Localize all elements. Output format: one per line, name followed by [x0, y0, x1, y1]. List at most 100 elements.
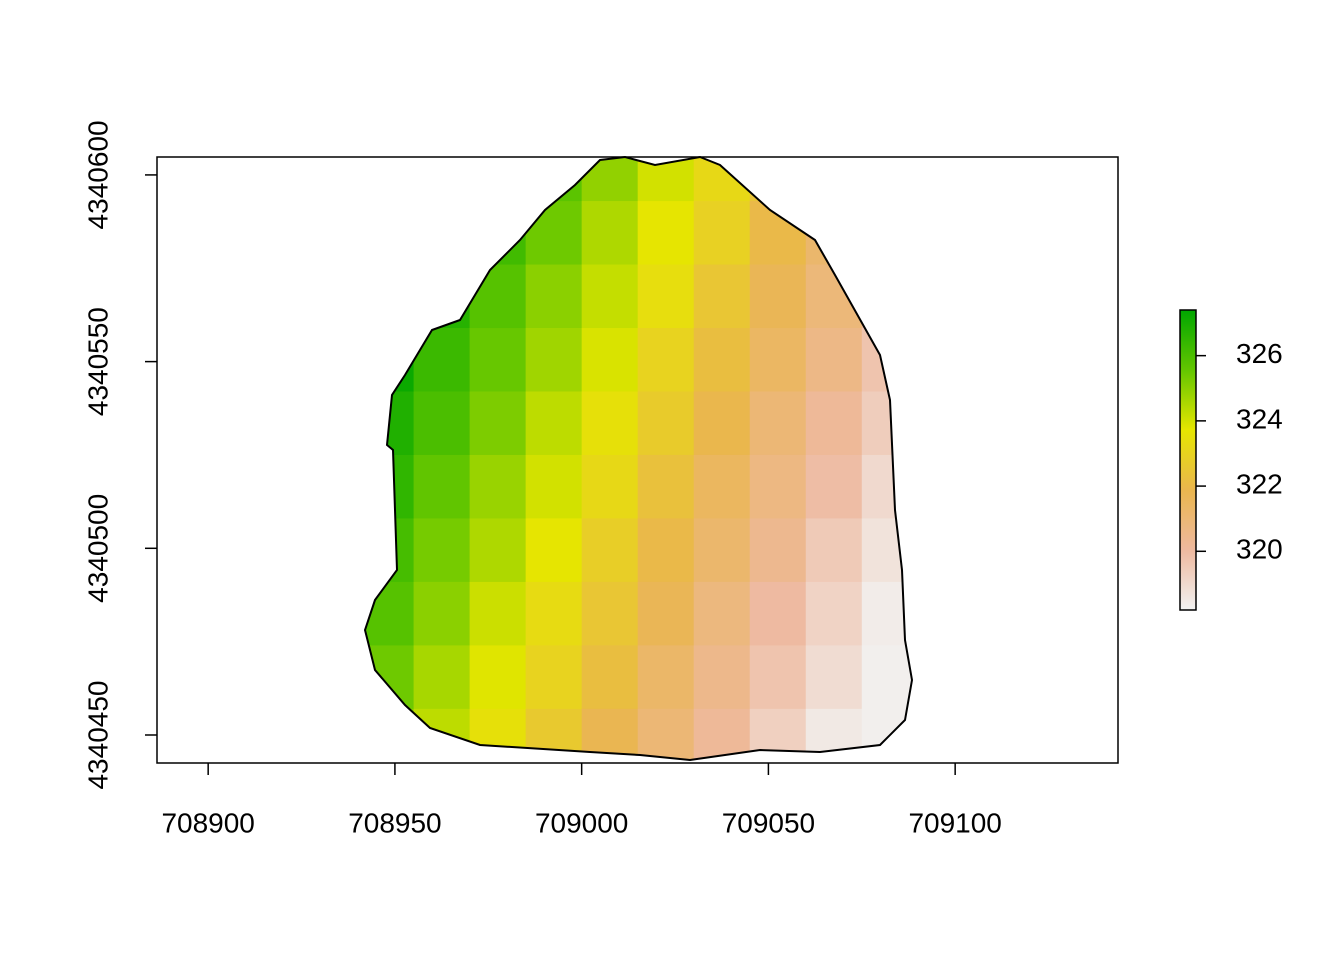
raster-cell	[861, 264, 912, 329]
raster-cell	[469, 264, 527, 329]
raster-cell	[413, 581, 471, 646]
raster-cell	[413, 328, 471, 393]
raster-cell	[749, 645, 807, 710]
raster-cell	[749, 391, 807, 456]
raster-cell	[749, 518, 807, 583]
raster-cell	[469, 328, 527, 393]
raster-cell	[693, 708, 751, 760]
raster-cell	[413, 201, 471, 266]
raster-cell	[469, 454, 527, 520]
raster-cell	[581, 645, 639, 710]
raster-cell	[469, 157, 527, 202]
raster-cell	[413, 645, 471, 710]
raster-cell	[365, 157, 415, 202]
raster-cell	[365, 645, 415, 710]
colorbar-scale	[1179, 309, 1197, 611]
raster-cell	[637, 518, 695, 583]
raster-cell	[693, 264, 751, 329]
raster-cell	[805, 581, 863, 646]
plot-frame	[156, 156, 1119, 764]
raster-cell	[525, 201, 583, 266]
raster-cell	[525, 645, 583, 710]
raster-cell	[693, 201, 751, 266]
raster-cell	[861, 454, 912, 520]
y-tick-label: 4340600	[82, 120, 113, 229]
raster-cell	[637, 264, 695, 329]
raster-cell	[693, 454, 751, 520]
raster-cell	[693, 518, 751, 583]
raster-cell	[581, 201, 639, 266]
raster-cell	[637, 581, 695, 646]
x-tick-label: 709000	[535, 807, 628, 838]
raster-cell	[749, 328, 807, 393]
raster-cell	[525, 328, 583, 393]
raster-cell	[525, 391, 583, 456]
raster-cell	[805, 454, 863, 520]
raster-cell	[637, 201, 695, 266]
raster-cell	[861, 581, 912, 646]
raster-cell	[365, 201, 415, 266]
raster	[365, 157, 912, 760]
raster-cell	[365, 454, 415, 520]
raster-cell	[861, 201, 912, 266]
raster-cell	[525, 518, 583, 583]
x-tick-label: 708950	[348, 807, 441, 838]
raster-cell	[805, 391, 863, 456]
colorbar-tick-label: 326	[1236, 338, 1283, 369]
raster-cell	[693, 645, 751, 710]
raster-cell	[861, 157, 912, 202]
raster-cell	[749, 454, 807, 520]
raster-cell	[805, 645, 863, 710]
raster-cell	[637, 328, 695, 393]
y-tick-label: 4340550	[82, 307, 113, 416]
raster-cell	[581, 454, 639, 520]
raster-cell	[805, 518, 863, 583]
raster-cell	[805, 157, 863, 202]
raster-cell	[861, 518, 912, 583]
raster-cell	[581, 518, 639, 583]
raster-cell	[693, 157, 751, 202]
raster-cell	[413, 454, 471, 520]
x-tick-label: 709100	[908, 807, 1001, 838]
raster-cell	[525, 454, 583, 520]
raster-cell	[693, 391, 751, 456]
raster-cell	[365, 518, 415, 583]
raster-cell	[581, 264, 639, 329]
raster-cell	[581, 391, 639, 456]
y-tick-label: 4340500	[82, 494, 113, 603]
axes: 708900 708950 709000 709050 709100 4340450 434…	[82, 120, 1001, 838]
raster-cell	[365, 264, 415, 329]
raster-cell	[805, 201, 863, 266]
raster-cell	[637, 454, 695, 520]
raster-cell	[413, 518, 471, 583]
x-tick-label: 708900	[161, 807, 254, 838]
raster-cell	[469, 391, 527, 456]
colorbar: 320 322 324 326	[1179, 309, 1283, 611]
raster-cell	[413, 157, 471, 202]
raster-cell	[637, 708, 695, 760]
raster-cell	[749, 201, 807, 266]
raster-cell	[581, 328, 639, 393]
raster-cell	[469, 518, 527, 583]
raster-cell	[693, 328, 751, 393]
raster-cell	[637, 391, 695, 456]
y-tick-label: 4340450	[82, 680, 113, 789]
raster-cell	[469, 201, 527, 266]
raster-cell	[749, 581, 807, 646]
raster-cell	[525, 264, 583, 329]
colorbar-tick-label: 322	[1236, 468, 1283, 499]
raster-cell	[525, 157, 583, 202]
raster-cell	[749, 264, 807, 329]
x-tick-label: 709050	[722, 807, 815, 838]
raster-cell	[469, 581, 527, 646]
colorbar-tick-label: 320	[1236, 534, 1283, 565]
raster-cell	[749, 157, 807, 202]
raster-cell	[413, 391, 471, 456]
raster-cell	[525, 581, 583, 646]
raster-cell	[637, 645, 695, 710]
raster-cell	[693, 581, 751, 646]
colorbar-tick-label: 324	[1236, 403, 1283, 434]
raster-cell	[861, 645, 912, 710]
